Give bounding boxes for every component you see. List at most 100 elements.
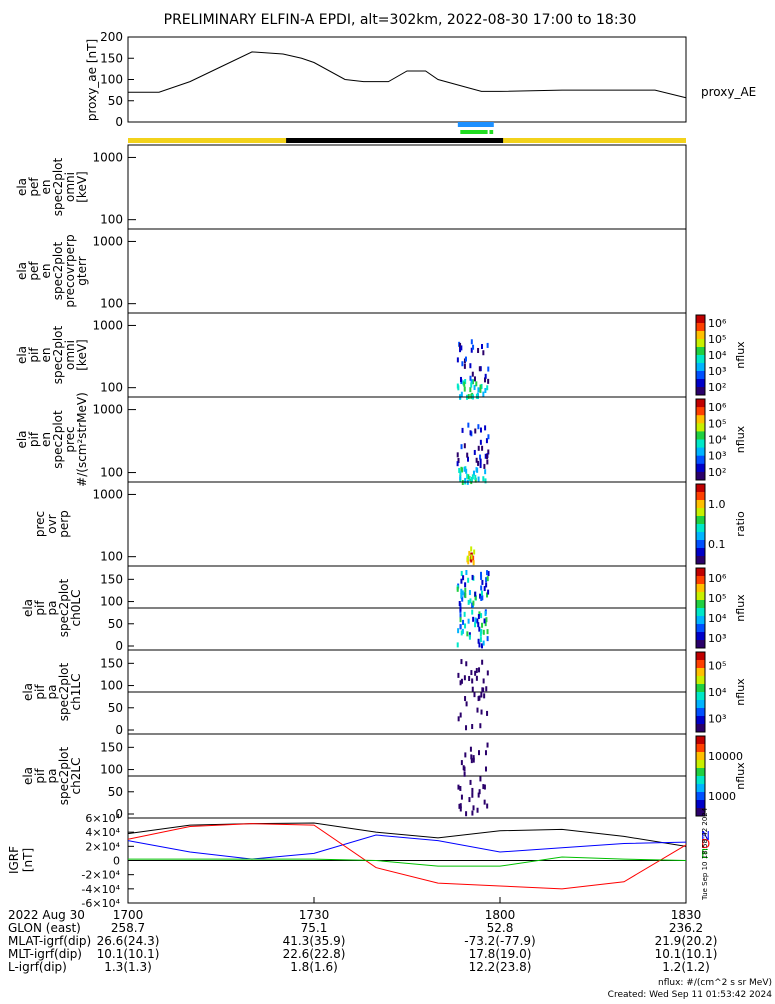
ephemeris-value: 26.6(24.3): [97, 934, 160, 948]
spectrogram-cell: [477, 460, 480, 466]
spectrogram-cell: [467, 559, 470, 565]
spectrogram-cell: [463, 358, 466, 364]
spectrogram-cell: [461, 596, 464, 602]
spectrogram-cell: [486, 629, 489, 635]
ytick-label: 0: [115, 723, 123, 737]
ephemeris-row-label: MLAT-igrf(dip): [8, 934, 91, 948]
eclipse-bar: [286, 138, 504, 143]
colorbar-segment: [696, 640, 705, 649]
spectrogram-cells: [466, 546, 476, 566]
spectrogram-cell: [467, 422, 470, 428]
ephemeris-value: 1.3(1.3): [104, 960, 152, 974]
ephemeris-value: 52.8: [487, 921, 514, 935]
ytick-label: 100: [100, 679, 123, 693]
ytick-label: 1000: [92, 318, 123, 332]
spectrogram-cell: [456, 357, 459, 363]
spectrogram-cell: [476, 618, 479, 624]
colorbar-segment: [696, 800, 705, 809]
colorbar-frame: [695, 398, 706, 481]
spectrogram-cell: [470, 546, 473, 552]
spectrogram-cell: [459, 606, 462, 612]
spectrogram-cell: [461, 361, 464, 367]
ytick-label: 1000: [92, 150, 123, 164]
spectrogram-cell: [459, 471, 462, 477]
spectrogram-cell: [486, 454, 489, 460]
panel-frame: [127, 312, 687, 398]
igrf-ytick-label: -6×10⁴: [81, 897, 120, 910]
ephemeris-value: 258.7: [111, 921, 145, 935]
spectrogram-cell: [472, 757, 475, 763]
panel-ylabel: #/(scm²strMeV): [75, 392, 89, 487]
spectrogram-cell: [478, 750, 481, 756]
colorbar-tick-label: 10³: [708, 632, 726, 645]
ephemeris-value: 10.1(10.1): [97, 947, 160, 961]
spectrogram-cells: [456, 570, 490, 649]
spectrogram-cell: [472, 344, 475, 350]
spectrogram-cell: [486, 592, 489, 598]
spectrogram-cell: [458, 601, 461, 607]
colorbar-segment: [696, 584, 705, 593]
colorbar-segment: [696, 768, 705, 777]
spectrogram-cell: [464, 593, 467, 599]
spectrogram-cell: [477, 347, 480, 353]
panel-ylabel: ela: [15, 430, 29, 448]
panel-ylabel: [keV]: [75, 171, 89, 202]
panel-ylabel: pif: [33, 768, 47, 784]
colorbar-segment: [696, 556, 705, 565]
ephemeris-value: 41.3(35.9): [283, 934, 346, 948]
spectrogram-cell: [486, 576, 489, 582]
panel-frame: [127, 396, 687, 483]
spectrogram-cell: [480, 613, 483, 619]
spectrogram-cell: [470, 554, 473, 560]
spectrogram-cell: [464, 356, 467, 362]
spectrogram-cell: [471, 810, 474, 816]
spectrogram-cell: [474, 617, 477, 623]
panel-ylabel: pa: [45, 601, 59, 616]
xtick-label: 1700: [113, 908, 144, 922]
spectrogram-cell: [484, 377, 487, 383]
colorbar-segment: [696, 447, 705, 457]
igrf-series-line: [127, 834, 687, 860]
spectrogram-cell: [481, 595, 484, 601]
spectrogram-cell: [486, 803, 489, 809]
spectrogram-cell: [483, 463, 486, 469]
igrf-ylabel-unit: [nT]: [21, 848, 35, 872]
spectrogram-cell: [484, 478, 487, 484]
spectrogram-cell: [468, 675, 471, 681]
spectrogram-cell: [480, 590, 483, 596]
spectrogram-cell: [466, 473, 469, 479]
spectrogram-cell: [475, 667, 478, 673]
spectrogram-cell: [470, 379, 473, 385]
spectrogram-cell: [480, 628, 483, 634]
colorbar-segment: [696, 423, 705, 432]
spectrogram-cell: [484, 766, 487, 772]
spectrogram-cell: [486, 385, 489, 391]
spectrogram-cell: [472, 555, 475, 561]
panel-ylabel: ch1LC: [69, 674, 83, 711]
spectrogram-cell: [484, 621, 487, 627]
panel-ylabel: en: [39, 432, 53, 447]
spectrogram-cell: [470, 670, 473, 676]
colorbar-segment: [696, 516, 705, 525]
igrf-ytick-label: 4×10⁴: [85, 826, 120, 839]
spectrogram-cell: [474, 591, 477, 597]
panel-ylabel: pa: [45, 769, 59, 784]
colorbar-segment: [696, 379, 705, 388]
colorbar-frame: [695, 735, 706, 817]
panel-ylabel: ovr: [45, 514, 59, 533]
footer-units: nflux: #/(cm^2 s sr MeV): [658, 978, 772, 988]
xtick-label: 1730: [299, 908, 330, 922]
spectrogram-cell: [486, 670, 489, 676]
colorbar-segment: [696, 624, 705, 633]
panel-ylabel: prec: [63, 426, 77, 452]
spectrogram-cell: [459, 342, 462, 348]
panel-frame: [127, 144, 687, 230]
colorbar-segment: [696, 652, 705, 661]
spectrogram-cell: [485, 438, 488, 444]
spectrogram-cell: [479, 387, 482, 393]
spectrogram-cell: [463, 443, 466, 449]
ytick-label: 1000: [92, 403, 123, 417]
spectrogram-cell: [466, 556, 469, 562]
colorbar-segment: [696, 339, 705, 348]
spectrogram-cell: [479, 571, 482, 577]
